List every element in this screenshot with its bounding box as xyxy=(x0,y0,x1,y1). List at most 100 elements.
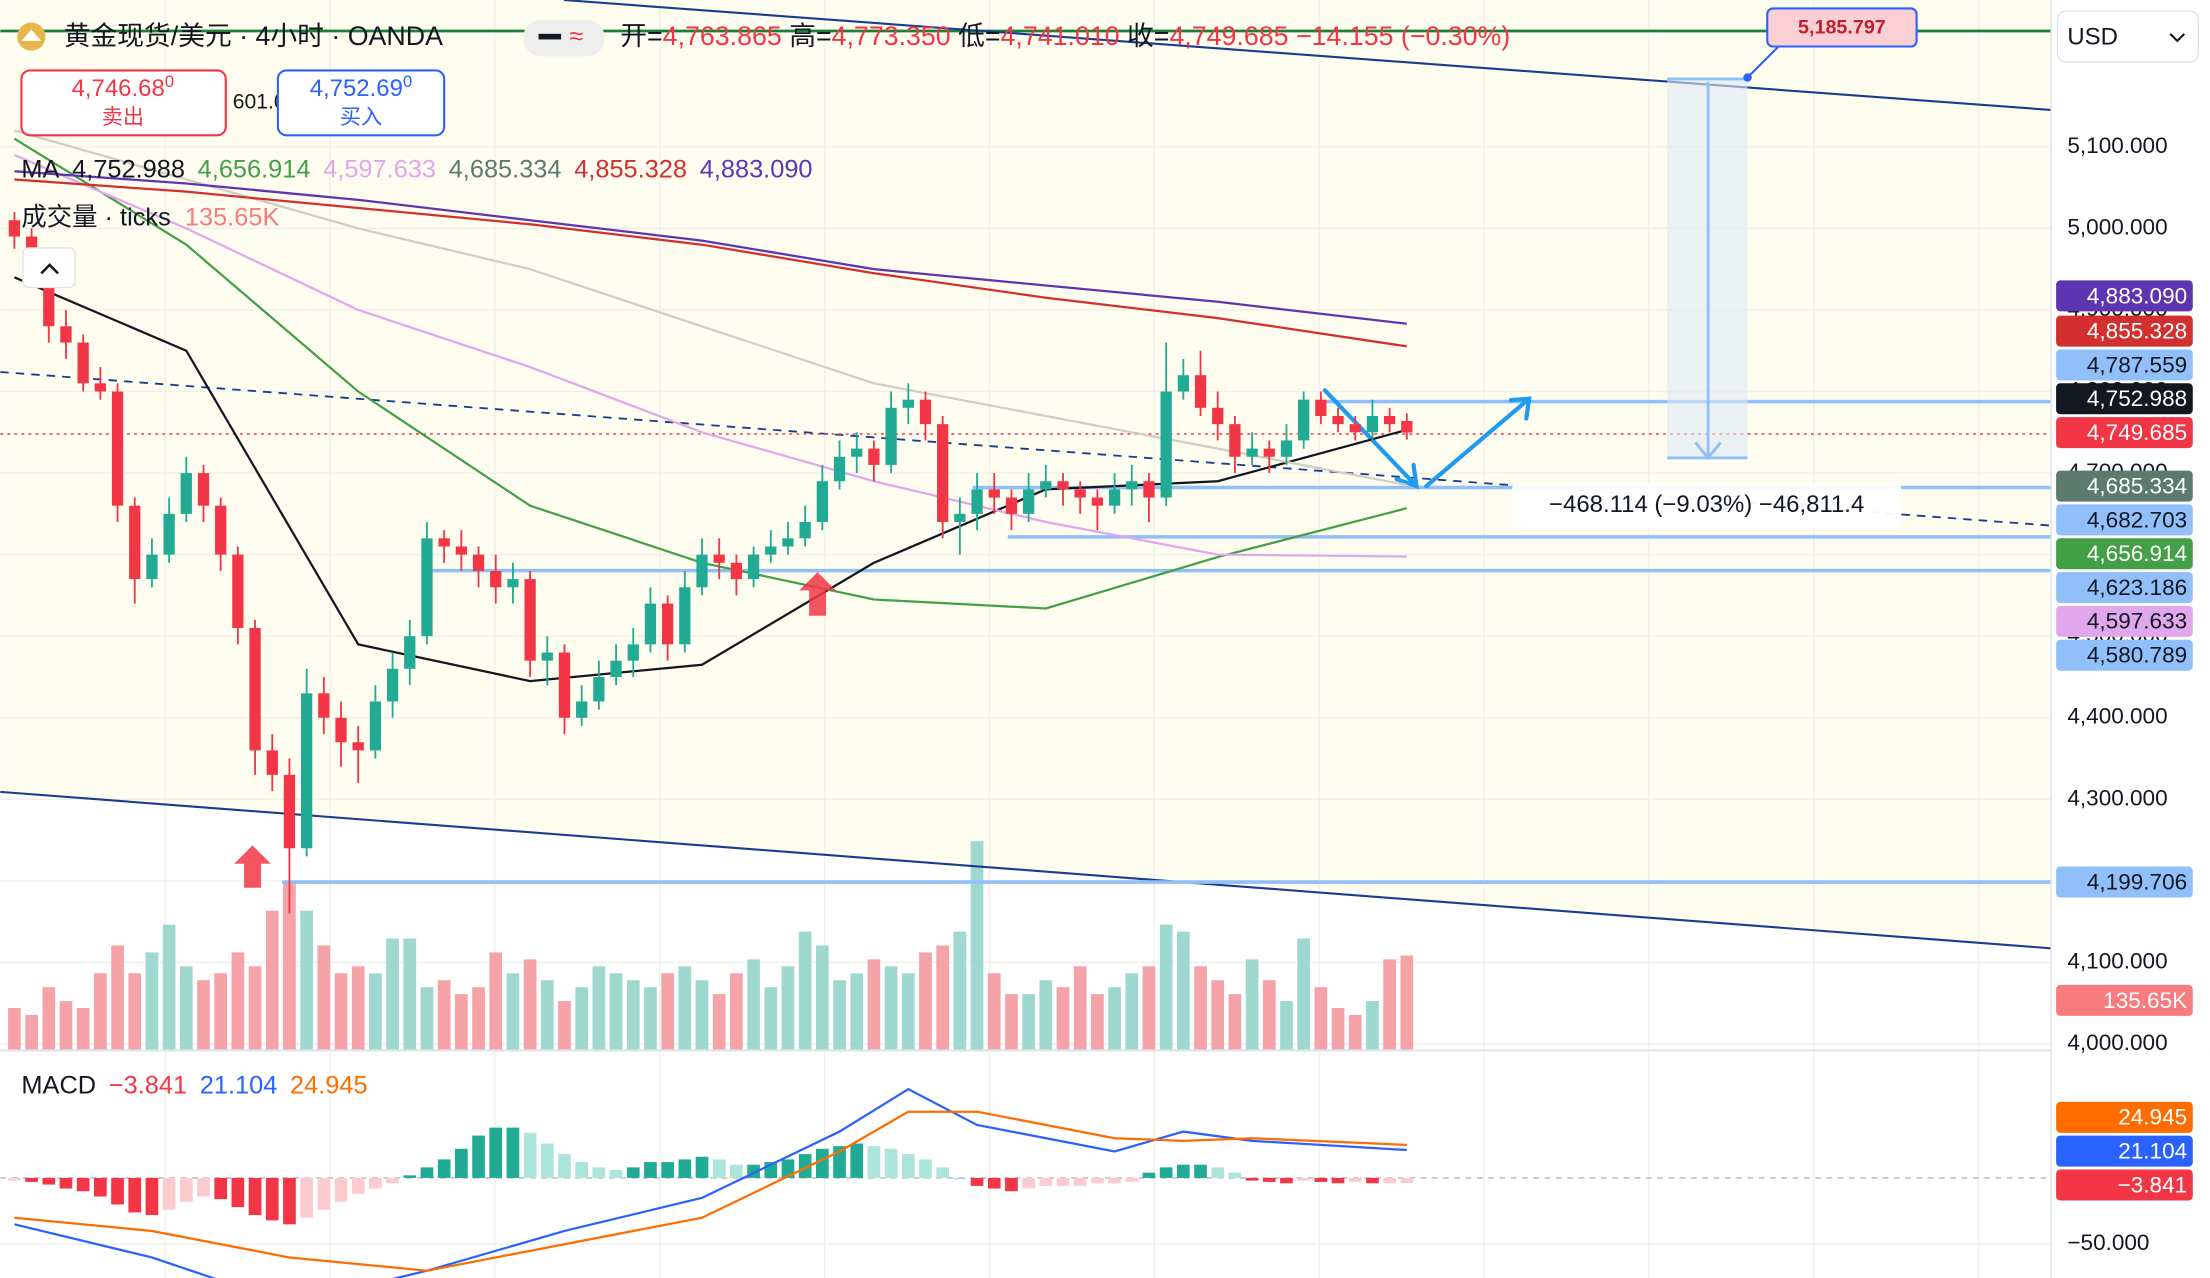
candle-body xyxy=(937,424,949,523)
buy-label[interactable]: 买入 xyxy=(340,106,382,129)
macd-bar xyxy=(506,1127,520,1178)
candle-body xyxy=(490,570,502,588)
volume-bar xyxy=(351,966,365,1050)
macd-bar xyxy=(1211,1167,1225,1178)
candle-body xyxy=(1229,424,1241,457)
projection-arrows xyxy=(1322,388,1532,490)
macd-bar xyxy=(1400,1177,1414,1184)
macd-bar xyxy=(369,1177,382,1189)
ma-line xyxy=(13,153,1407,558)
candle-body xyxy=(1383,415,1396,425)
macd-line xyxy=(14,1087,1407,1278)
candle-body xyxy=(1401,420,1413,433)
volume-bar xyxy=(231,952,245,1050)
macd-bar xyxy=(455,1148,468,1178)
currency[interactable]: USD xyxy=(2067,23,2118,50)
macd-bar xyxy=(626,1167,640,1178)
macd-bar xyxy=(850,1143,864,1178)
macd-bar xyxy=(145,1177,159,1216)
macd-bar xyxy=(695,1156,709,1178)
candle-body xyxy=(318,693,330,718)
price-label: 4,749.685 xyxy=(2087,420,2187,445)
price-label-bg xyxy=(2056,383,2193,415)
price-label: 4,787.559 xyxy=(2087,352,2187,377)
buy-button[interactable] xyxy=(276,69,446,137)
candle-body xyxy=(730,562,743,580)
volume-bar xyxy=(1400,955,1414,1050)
candle-body xyxy=(1194,375,1207,408)
buy-price-main: 4,752.69 xyxy=(310,76,403,103)
macd-bar xyxy=(76,1177,90,1192)
macd-bar xyxy=(437,1159,451,1178)
macd-bar xyxy=(1108,1177,1121,1184)
candle-body xyxy=(146,554,158,580)
candle-body xyxy=(1091,497,1104,506)
candle-body xyxy=(661,603,674,645)
ohlc-value: 4,763.865 xyxy=(663,21,782,51)
volume-bar xyxy=(1262,980,1276,1050)
legend-value: 24.945 xyxy=(290,1071,368,1099)
macd-bar xyxy=(8,1177,21,1181)
channel-top xyxy=(563,0,2051,111)
candle-body xyxy=(1040,481,1052,490)
grid xyxy=(164,0,1980,1278)
toggle-icon: ≈ xyxy=(570,23,584,51)
volume-bar xyxy=(455,994,468,1050)
candle-body xyxy=(1160,391,1172,498)
volume-bar xyxy=(730,973,743,1050)
toggle-icon xyxy=(538,33,562,40)
price-label: 4,883.090 xyxy=(2087,283,2187,308)
macd-bar xyxy=(1022,1177,1035,1189)
candle-body xyxy=(455,546,467,555)
sell-price[interactable]: 4,746.680 xyxy=(72,73,175,103)
volume-bar xyxy=(1348,1014,1362,1050)
macd-bar xyxy=(953,1177,967,1180)
volume-bar xyxy=(695,980,709,1050)
candle-body xyxy=(77,342,89,384)
macd-bar xyxy=(575,1162,589,1178)
buy-price[interactable]: 4,752.690 xyxy=(310,73,413,103)
candles xyxy=(8,212,1413,914)
currency-select[interactable] xyxy=(2056,10,2200,63)
toggle-pill[interactable] xyxy=(523,19,605,57)
ma-line xyxy=(14,178,1407,348)
candle-body xyxy=(249,628,261,751)
volume-bar xyxy=(283,882,296,1050)
macd-bar xyxy=(678,1159,692,1178)
volume-bar xyxy=(128,973,142,1050)
sell-button[interactable] xyxy=(20,69,227,137)
price-label: 21.104 xyxy=(2118,1139,2187,1164)
macd-bar xyxy=(111,1177,124,1205)
candle-body xyxy=(421,538,433,637)
ohlc-key: 高= xyxy=(789,21,831,51)
macd-bar xyxy=(816,1148,829,1178)
candle-body xyxy=(1212,407,1224,425)
change: −14.155 (−0.30%) xyxy=(1296,21,1510,51)
sell-label[interactable]: 卖出 xyxy=(102,105,144,129)
price-label-bg xyxy=(2056,504,2193,536)
volume-bar xyxy=(25,1014,38,1050)
candle-body xyxy=(971,489,983,514)
macd-bar xyxy=(283,1177,296,1225)
macd-bar xyxy=(936,1167,950,1178)
volume-bar xyxy=(816,945,829,1050)
ohlc: 开=4,763.865 高=4,773.350 低=4,741.010 收=4,… xyxy=(620,21,1510,51)
macd-line xyxy=(14,1110,1407,1272)
candle-body xyxy=(283,774,296,849)
ma-name: MA xyxy=(21,155,59,183)
collapse-button[interactable] xyxy=(22,247,76,289)
candle-body xyxy=(541,652,553,661)
ohlc-value: 4,741.010 xyxy=(1001,21,1120,51)
volume-bar xyxy=(661,973,674,1050)
volume-bar xyxy=(1331,1008,1345,1050)
volume-bar xyxy=(248,966,262,1050)
measure-arrow xyxy=(1667,77,1748,461)
candle-body xyxy=(1315,399,1327,416)
volume-bar xyxy=(1039,980,1053,1050)
volume-bar xyxy=(1177,931,1190,1050)
candle-body xyxy=(1126,481,1138,490)
candle-body xyxy=(782,538,794,547)
volume-bar xyxy=(1005,994,1018,1050)
macd-bar xyxy=(1142,1172,1156,1178)
macd-bar xyxy=(300,1177,313,1218)
